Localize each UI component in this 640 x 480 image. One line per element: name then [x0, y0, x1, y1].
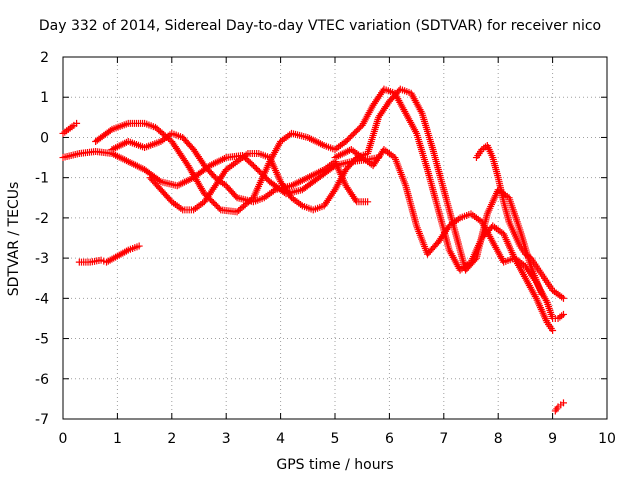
y-tick-label: 2: [40, 50, 49, 66]
y-tick-label: -3: [35, 251, 49, 267]
data-point-markers: [59, 119, 81, 137]
y-tick-label: -4: [35, 291, 49, 307]
y-tick-label: -5: [35, 332, 49, 348]
y-tick-label: -7: [35, 412, 49, 428]
x-tick-label: 4: [276, 431, 285, 447]
data-point-markers: [75, 242, 143, 266]
y-tick-label: -1: [35, 171, 49, 187]
x-tick-label: 10: [598, 431, 616, 447]
x-axis-label: GPS time / hours: [276, 457, 394, 473]
series-track-7: [331, 146, 567, 322]
data-point-markers: [146, 85, 546, 298]
x-tick-label: 2: [167, 431, 176, 447]
data-point-markers: [551, 399, 567, 415]
series-track-6: [146, 85, 546, 298]
data-point-markers: [472, 141, 567, 302]
data-point-markers: [331, 146, 567, 322]
y-tick-label: -2: [35, 211, 49, 227]
x-tick-label: 7: [439, 431, 448, 447]
series-track-9: [551, 399, 567, 415]
x-tick-label: 0: [59, 431, 68, 447]
x-tick-label: 9: [548, 431, 557, 447]
series-track-2: [75, 242, 143, 266]
y-tick-label: -6: [35, 372, 49, 388]
x-tick-label: 3: [222, 431, 231, 447]
x-tick-label: 8: [494, 431, 503, 447]
x-tick-label: 1: [113, 431, 122, 447]
y-tick-label: 0: [40, 130, 49, 146]
series-track-8: [472, 141, 567, 302]
series-track-1: [59, 119, 81, 137]
chart-title: Day 332 of 2014, Sidereal Day-to-day VTE…: [38, 18, 602, 34]
x-tick-label: 6: [385, 431, 394, 447]
x-tick-label: 5: [331, 431, 340, 447]
y-tick-label: 1: [40, 90, 49, 106]
y-axis-label: SDTVAR / TECUs: [6, 181, 22, 297]
